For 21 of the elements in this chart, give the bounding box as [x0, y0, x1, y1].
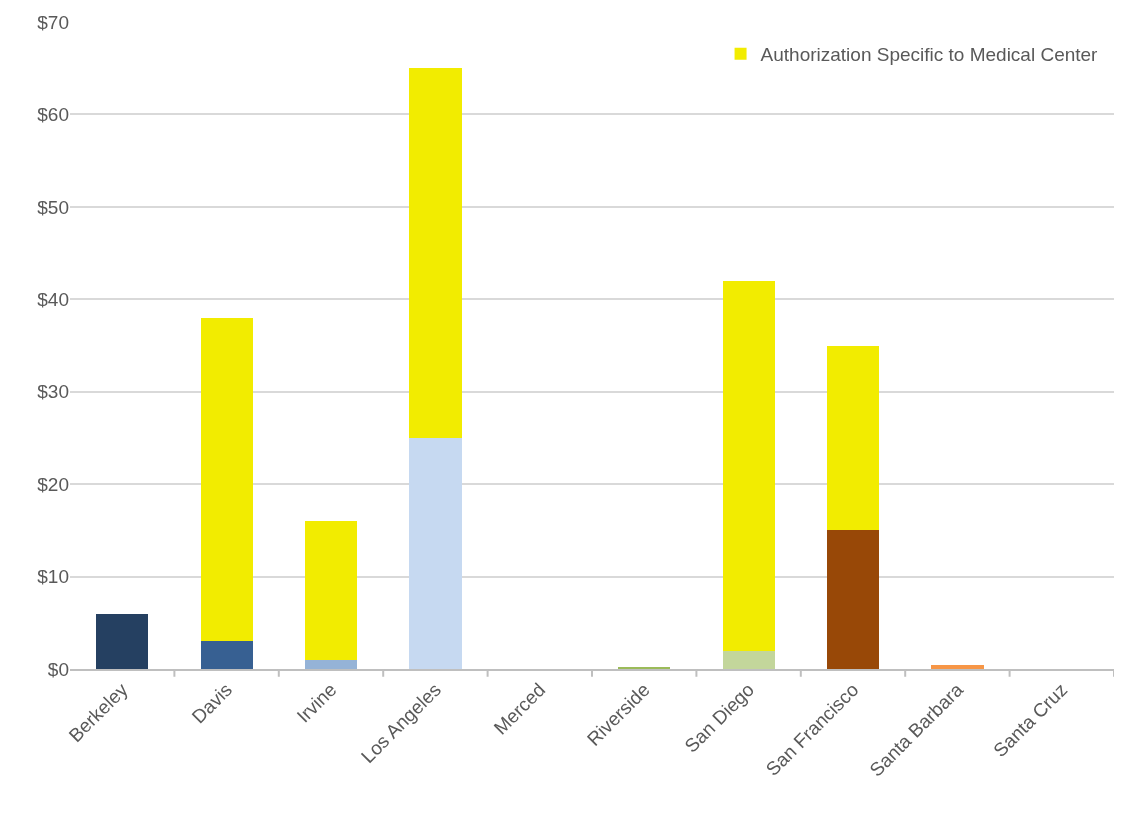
- bar: [409, 437, 462, 669]
- y-tick-label: $50: [37, 196, 69, 218]
- bar: [96, 613, 149, 669]
- bar: [722, 650, 775, 669]
- y-tick-label: $30: [37, 381, 69, 403]
- y-tick-label: $0: [47, 658, 69, 680]
- bar: [304, 521, 358, 660]
- bar: [722, 280, 775, 651]
- bar: [304, 659, 358, 669]
- bar: [409, 68, 462, 438]
- y-tick-label: $40: [37, 288, 69, 310]
- y-tick-label: $10: [37, 566, 69, 588]
- y-tick-label: $20: [37, 473, 69, 495]
- bar: [200, 317, 253, 642]
- bar: [826, 530, 880, 669]
- bar: [200, 641, 253, 669]
- bar: [931, 665, 984, 669]
- y-tick-label: $70: [37, 11, 69, 33]
- y-tick-label: $60: [37, 104, 69, 126]
- bar: [826, 345, 880, 531]
- legend-label: Authorization Specific to Medical Center: [760, 44, 1099, 66]
